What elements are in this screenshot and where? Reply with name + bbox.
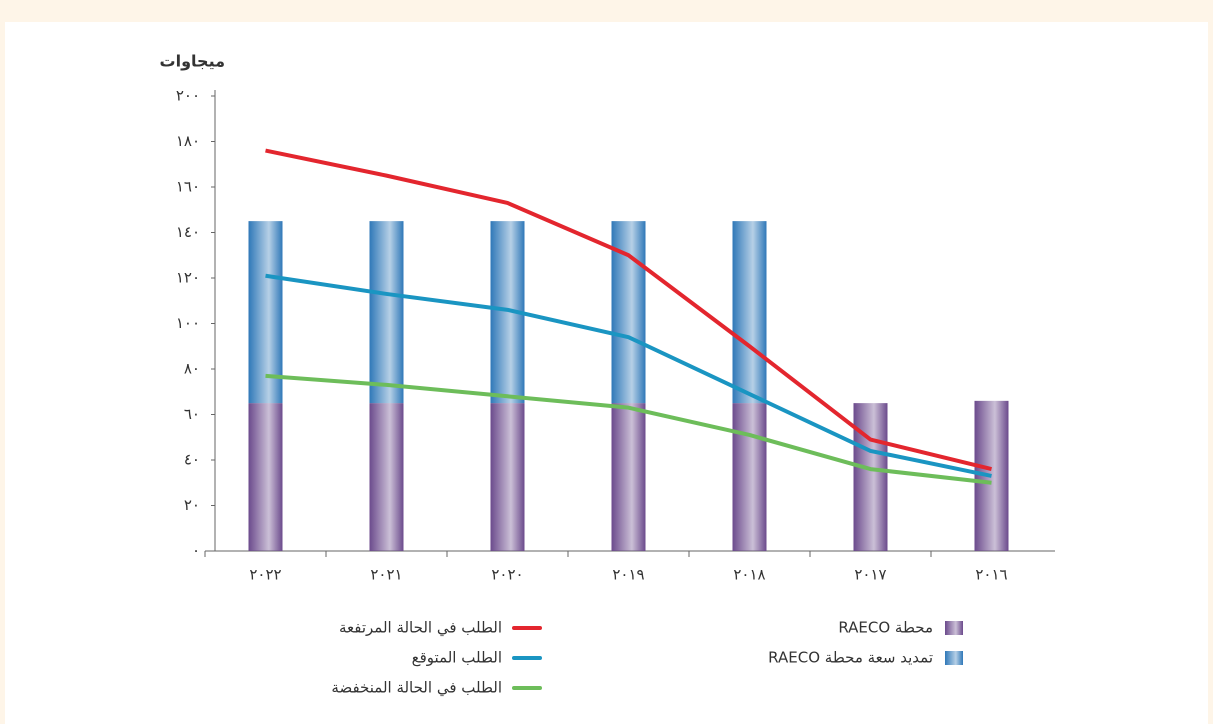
x-tick-label: ٢٠١٩ bbox=[612, 566, 644, 584]
y-tick-label: ٨٠ bbox=[184, 360, 200, 378]
legend-swatch bbox=[945, 621, 963, 635]
y-tick-label: ٤٠ bbox=[184, 451, 200, 469]
y-tick-label: ١٦٠ bbox=[176, 178, 200, 196]
legend-label: تمديد سعة محطة RAECO bbox=[768, 649, 933, 667]
legend-label: محطة RAECO bbox=[838, 619, 933, 637]
line bbox=[265, 273, 992, 478]
line bbox=[265, 148, 992, 472]
bar bbox=[853, 403, 888, 551]
x-tick-label: ٢٠٢٢ bbox=[249, 566, 281, 584]
bar bbox=[369, 221, 404, 404]
bar bbox=[611, 403, 646, 551]
legend-label: الطلب في الحالة المنخفضة bbox=[331, 679, 502, 698]
bar bbox=[732, 403, 767, 551]
x-tick-label: ٢٠٢٠ bbox=[491, 566, 523, 584]
y-tick-label: ٠ bbox=[192, 542, 200, 560]
y-tick-label: ١٢٠ bbox=[176, 269, 200, 287]
line bbox=[265, 373, 992, 485]
legend-label: الطلب المتوقع bbox=[412, 649, 502, 667]
y-tick-label: ١٠٠ bbox=[176, 314, 200, 332]
bar bbox=[490, 403, 525, 551]
y-tick-label: ١٨٠ bbox=[176, 132, 200, 150]
bar bbox=[732, 221, 767, 404]
legend-swatch bbox=[945, 651, 963, 665]
x-tick-label: ٢٠١٨ bbox=[733, 566, 765, 584]
bar bbox=[248, 221, 283, 404]
x-tick-label: ٢٠١٧ bbox=[854, 566, 886, 584]
y-tick-label: ٦٠ bbox=[184, 405, 200, 423]
legend-label: الطلب في الحالة المرتفعة bbox=[339, 619, 502, 638]
x-tick-label: ٢٠١٦ bbox=[975, 566, 1007, 584]
panel bbox=[5, 22, 1208, 724]
y-tick-label: ١٤٠ bbox=[176, 223, 200, 241]
y-tick-label: ٢٠٠ bbox=[176, 87, 200, 105]
bar bbox=[248, 403, 283, 551]
y-tick-label: ٢٠ bbox=[184, 496, 200, 514]
x-tick-label: ٢٠٢١ bbox=[370, 566, 402, 584]
bar bbox=[369, 403, 404, 551]
y-axis-label: ميجاوات bbox=[160, 52, 225, 71]
